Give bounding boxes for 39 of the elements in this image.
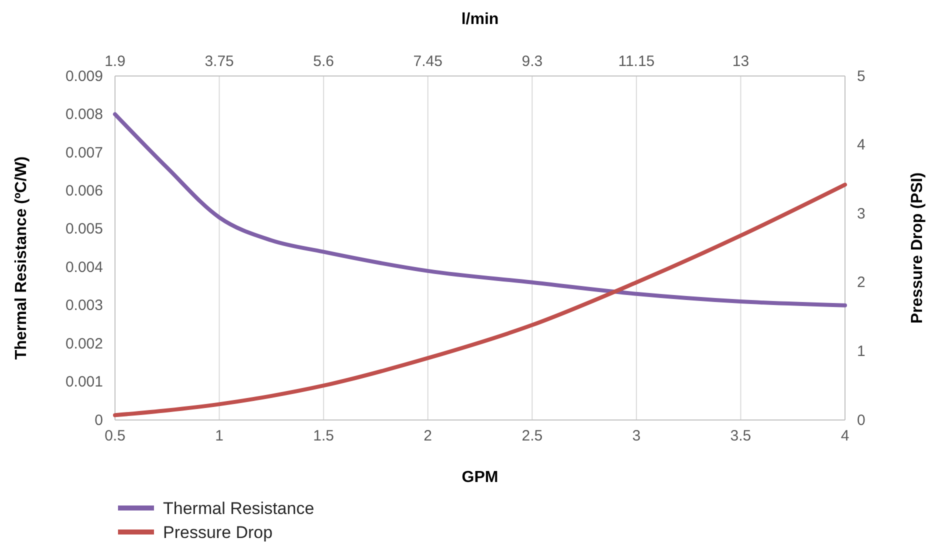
y2-tick-label: 3 xyxy=(857,205,866,222)
y-tick-label: 0.004 xyxy=(65,258,103,276)
x2-tick-label: 13 xyxy=(732,53,750,70)
y-axis-title: Thermal Resistance (ºC/W) xyxy=(13,156,30,360)
x-tick-label: 0.5 xyxy=(104,428,126,445)
x2-tick-label: 11.15 xyxy=(618,53,655,70)
x2-tick-label: 5.6 xyxy=(313,53,334,70)
x-tick-label: 2 xyxy=(424,428,432,445)
y-tick-label: 0.009 xyxy=(65,68,103,85)
x2-tick-label: 1.9 xyxy=(104,53,126,70)
x-tick-label: 2.5 xyxy=(522,428,543,445)
y-tick-label: 0.008 xyxy=(65,106,103,124)
x2-axis-title: l/min xyxy=(461,11,499,28)
x-tick-label: 3.5 xyxy=(730,428,752,445)
x-axis-title: GPM xyxy=(462,469,498,486)
y-tick-label: 0.003 xyxy=(65,297,103,314)
legend-label: Thermal Resistance xyxy=(163,499,314,518)
y2-tick-label: 1 xyxy=(857,343,866,360)
y2-tick-label: 4 xyxy=(857,136,866,154)
y-tick-label: 0.007 xyxy=(65,144,103,162)
y2-tick-label: 5 xyxy=(857,68,866,85)
y-tick-label: 0.005 xyxy=(65,220,103,238)
y2-tick-label: 2 xyxy=(857,274,866,292)
x-tick-label: 4 xyxy=(840,428,850,445)
x-tick-label: 1 xyxy=(215,428,224,445)
y2-axis-title: Pressure Drop (PSI) xyxy=(909,172,926,324)
y-tick-label: 0 xyxy=(94,412,103,429)
x2-tick-label: 9.3 xyxy=(522,53,543,70)
line-series xyxy=(113,182,847,418)
y-tick-label: 0.002 xyxy=(65,335,103,352)
legend-label: Pressure Drop xyxy=(163,523,273,542)
line-series xyxy=(113,112,847,308)
x-tick-label: 3 xyxy=(632,428,641,445)
x-tick-label: 1.5 xyxy=(313,428,334,445)
y-tick-label: 0.006 xyxy=(65,182,103,200)
x2-tick-label: 7.45 xyxy=(413,53,442,70)
x2-tick-label: 3.75 xyxy=(204,53,234,70)
y-tick-label: 0.001 xyxy=(65,374,103,391)
y2-tick-label: 0 xyxy=(857,412,866,429)
